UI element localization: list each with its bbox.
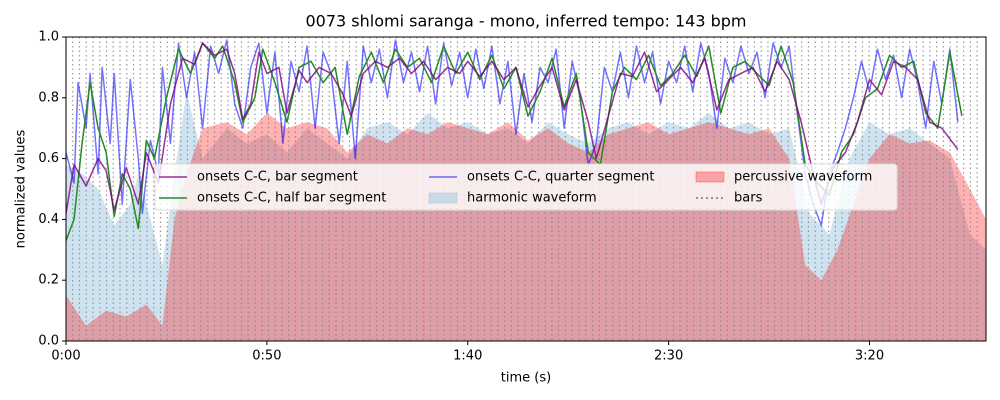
line (66, 42, 959, 214)
y-tick-label: 0.2 (38, 273, 59, 288)
y-tick-label: 0.0 (38, 334, 59, 349)
legend: onsets C-C, bar segment onsets C-C, half … (154, 163, 898, 211)
legend-label: percussive waveform (734, 170, 872, 185)
chart-title: 0073 shlomi saranga - mono, inferred tem… (306, 12, 747, 31)
axes-frame (65, 36, 987, 342)
x-tick-label: 3:20 (855, 349, 884, 364)
legend-label: onsets C-C, quarter segment (467, 170, 654, 185)
legend-label: onsets C-C, half bar segment (197, 191, 386, 206)
legend-label: harmonic waveform (467, 191, 597, 206)
axes: 0:00 0:50 1:40 2:30 3:20 0.0 0.2 0.4 0.6 0.8 1.0 (38, 30, 987, 364)
x-tick-label: 0:50 (252, 349, 281, 364)
x-tick-label: 2:30 (654, 349, 683, 364)
y-tick-label: 0.8 (38, 90, 59, 105)
line (66, 42, 963, 241)
x-axis-label: time (s) (501, 371, 551, 386)
legend-label: bars (734, 191, 763, 206)
legend-swatch (428, 192, 458, 204)
y-tick-label: 0.4 (38, 212, 59, 227)
legend-label: onsets C-C, bar segment (197, 170, 358, 185)
legend-swatch (695, 171, 725, 183)
y-tick-label: 1.0 (38, 30, 59, 45)
y-axis-label: normalized values (14, 129, 29, 248)
y-tick-label: 0.6 (38, 151, 59, 166)
x-tick-label: 1:40 (453, 349, 482, 364)
x-tick-label: 0:00 (51, 349, 80, 364)
